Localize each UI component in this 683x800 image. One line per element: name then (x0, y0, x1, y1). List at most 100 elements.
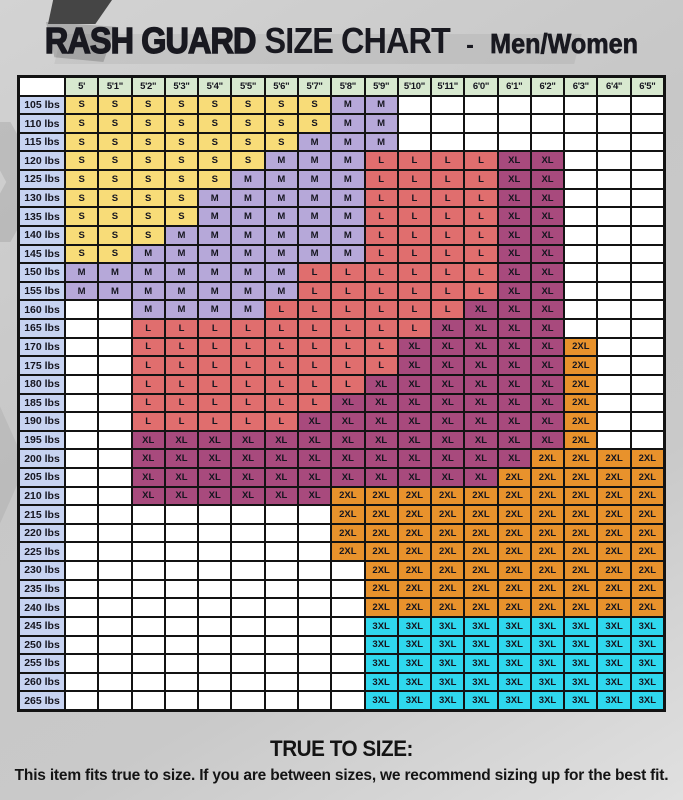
size-cell-s: S (132, 152, 164, 170)
size-cell-l: L (165, 413, 198, 430)
height-header: 6'3" (565, 78, 597, 95)
weight-label: 260 lbs (20, 673, 64, 691)
size-cell-l: L (432, 189, 464, 207)
size-cell-m: M (332, 245, 364, 263)
empty-cell (99, 617, 131, 635)
size-cell-3xl: 3XL (365, 655, 397, 672)
size-cell-xl: XL (132, 487, 164, 505)
size-cell-xl: XL (498, 301, 530, 319)
empty-cell (132, 580, 164, 598)
empty-cell (298, 692, 331, 709)
weight-label: 170 lbs (20, 338, 64, 356)
size-cell-s: S (99, 152, 131, 170)
empty-cell (598, 96, 630, 114)
size-cell-xl: XL (298, 450, 331, 467)
weight-label: 110 lbs (20, 115, 64, 132)
weight-label: 210 lbs (20, 487, 64, 505)
size-cell-s: S (165, 133, 198, 151)
size-cell-l: L (165, 394, 198, 412)
size-cell-m: M (232, 226, 264, 244)
size-cell-m: M (165, 282, 198, 300)
size-cell-xl: XL (365, 450, 397, 467)
height-header: 5'3" (165, 78, 198, 95)
size-cell-xl: XL (365, 413, 397, 430)
size-cell-xl: XL (232, 487, 264, 505)
size-cell-l: L (332, 338, 364, 356)
size-cell-l: L (132, 320, 164, 337)
empty-cell (66, 524, 98, 542)
size-cell-m: M (332, 133, 364, 151)
empty-cell (332, 562, 364, 579)
size-cell-xl: XL (498, 208, 530, 225)
empty-cell (432, 133, 464, 151)
size-cell-xl: XL (465, 301, 497, 319)
empty-cell (199, 617, 231, 635)
empty-cell (99, 301, 131, 319)
empty-cell (465, 133, 497, 151)
size-cell-s: S (165, 208, 198, 225)
size-cell-l: L (432, 171, 464, 188)
empty-cell (465, 115, 497, 132)
empty-cell (598, 208, 630, 225)
size-cell-m: M (232, 301, 264, 319)
empty-cell (531, 96, 564, 114)
size-cell-l: L (332, 301, 364, 319)
empty-cell (631, 115, 663, 132)
size-cell-l: L (365, 301, 397, 319)
size-cell-xl: XL (531, 338, 564, 356)
size-cell-s: S (199, 152, 231, 170)
empty-cell (66, 580, 98, 598)
empty-cell (99, 468, 131, 486)
empty-cell (232, 506, 264, 523)
size-cell-2xl: 2XL (598, 524, 630, 542)
size-cell-2xl: 2XL (398, 524, 431, 542)
size-cell-m: M (265, 152, 297, 170)
weight-label: 240 lbs (20, 599, 64, 616)
size-cell-2xl: 2XL (565, 468, 597, 486)
weight-label: 215 lbs (20, 506, 64, 523)
size-cell-xl: XL (332, 468, 364, 486)
weight-label: 150 lbs (20, 264, 64, 281)
empty-cell (631, 413, 663, 430)
empty-cell (99, 357, 131, 374)
size-cell-l: L (298, 264, 331, 281)
size-cell-s: S (99, 133, 131, 151)
size-cell-m: M (132, 301, 164, 319)
empty-cell (132, 636, 164, 654)
size-cell-2xl: 2XL (565, 487, 597, 505)
empty-cell (99, 394, 131, 412)
size-cell-s: S (99, 189, 131, 207)
size-cell-3xl: 3XL (531, 636, 564, 654)
size-cell-xl: XL (398, 450, 431, 467)
size-cell-3xl: 3XL (565, 673, 597, 691)
size-cell-l: L (432, 152, 464, 170)
size-cell-xl: XL (531, 171, 564, 188)
size-cell-l: L (165, 338, 198, 356)
size-cell-2xl: 2XL (465, 524, 497, 542)
size-cell-l: L (432, 282, 464, 300)
size-cell-2xl: 2XL (631, 487, 663, 505)
size-cell-m: M (199, 208, 231, 225)
empty-cell (265, 543, 297, 561)
empty-cell (631, 189, 663, 207)
size-cell-l: L (199, 338, 231, 356)
size-cell-2xl: 2XL (398, 599, 431, 616)
size-cell-2xl: 2XL (465, 562, 497, 579)
empty-cell (398, 133, 431, 151)
size-cell-l: L (298, 320, 331, 337)
size-cell-m: M (332, 171, 364, 188)
empty-cell (66, 394, 98, 412)
size-cell-xl: XL (531, 375, 564, 393)
empty-cell (199, 562, 231, 579)
weight-label: 140 lbs (20, 226, 64, 244)
empty-cell (165, 524, 198, 542)
size-cell-2xl: 2XL (631, 599, 663, 616)
empty-cell (565, 133, 597, 151)
empty-cell (565, 171, 597, 188)
size-cell-3xl: 3XL (365, 692, 397, 709)
size-cell-xl: XL (232, 468, 264, 486)
empty-cell (99, 524, 131, 542)
size-cell-l: L (365, 245, 397, 263)
empty-cell (598, 133, 630, 151)
size-cell-l: L (465, 152, 497, 170)
